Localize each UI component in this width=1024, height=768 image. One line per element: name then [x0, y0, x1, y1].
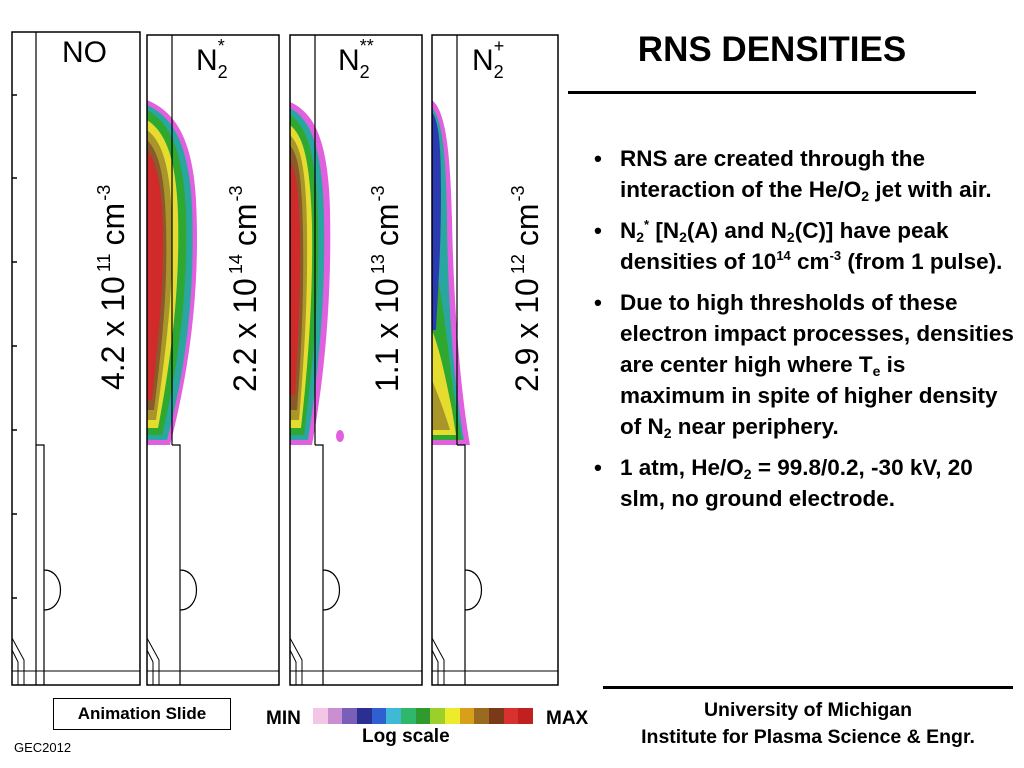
bullet-text-segment: 2: [861, 188, 870, 204]
electrode-outline: [36, 444, 62, 685]
colorbar-swatch: [313, 708, 328, 724]
species-label-n2-plus: N2+: [472, 36, 504, 82]
bullet-text-segment: = 99.8/0.2, -30 kV, 20 slm, no ground el…: [620, 455, 973, 511]
density-panels-svg: NO 4.2 x 1011cm-3 N2* 2.2 x 1: [11, 31, 559, 686]
density-label-n2-double-star: 1.1 x 1013cm-3: [368, 185, 405, 392]
colorbar-swatch: [357, 708, 372, 724]
colorbar-swatch: [415, 708, 431, 724]
colorbar-swatch: [518, 708, 534, 724]
bullet-text-segment: (C)] have peak densities of 10: [620, 218, 949, 274]
bullet-text-segment: 2: [743, 466, 752, 482]
density-panels: NO 4.2 x 1011cm-3 N2* 2.2 x 1: [11, 31, 559, 686]
bullet-text-segment: Due to high thresholds of these electron…: [620, 290, 1014, 377]
colorbar-swatch: [503, 708, 519, 724]
bullet-text-segment: (from 1 pulse).: [841, 249, 1003, 274]
bullet-text-segment: 2: [636, 229, 645, 245]
panel-n2-double-star: N2** 1.1 x 1013cm-3: [289, 34, 423, 686]
density-label-no: 4.2 x 1011cm-3: [94, 185, 131, 390]
colorbar: [313, 708, 534, 724]
plume-n2-star: [147, 100, 197, 445]
bullet-text-segment: jet with air.: [869, 177, 992, 202]
bullet-item: RNS are created through the interaction …: [594, 143, 1014, 205]
colorbar-swatch: [474, 708, 490, 724]
colorbar-swatch: [327, 708, 343, 724]
species-label-n2-star: N2*: [196, 36, 228, 82]
colorbar-swatch: [371, 708, 387, 724]
bullet-text-segment: [N: [649, 218, 680, 243]
bullet-text-segment: (A) and N: [686, 218, 787, 243]
bullet-item: Due to high thresholds of these electron…: [594, 287, 1014, 442]
bullet-text-segment: 2: [679, 229, 687, 245]
bullet-list: RNS are created through the interaction …: [594, 143, 1014, 524]
panel-frame: [11, 31, 141, 686]
bullet-text-segment: near periphery.: [671, 414, 839, 439]
institute-name: Institute for Plasma Science & Engr.: [641, 726, 975, 748]
institution-block: University of Michigan Institute for Pla…: [603, 697, 1013, 751]
bullet-text-segment: 1 atm, He/O: [620, 455, 744, 480]
species-label-no: NO: [62, 36, 107, 69]
bullet-text-segment: 14: [776, 248, 791, 263]
colorbar-swatch: [386, 708, 402, 724]
university-name: University of Michigan: [703, 699, 913, 721]
axis-ticks: [12, 94, 17, 599]
colorbar-swatch: [459, 708, 475, 724]
bullet-text-segment: -3: [829, 248, 842, 263]
colorbar-swatch: [445, 708, 460, 724]
colorbar-scale-label: Log scale: [362, 726, 450, 747]
panel-n2-plus: N2+ 2.9 x 1012cm-3: [431, 34, 559, 686]
colorbar-min-label: MIN: [266, 708, 301, 729]
bullet-text-segment: e: [872, 363, 881, 379]
footer-divider: [603, 686, 1013, 689]
bullet-text-segment: is maximum in spite of higher density of…: [620, 352, 998, 439]
bullet-text-segment: cm: [790, 249, 830, 274]
colorbar-swatch: [342, 708, 358, 724]
slide-title: RNS DENSITIES: [637, 30, 907, 69]
tube-outline: [11, 637, 25, 685]
colorbar-max-label: MAX: [546, 708, 589, 729]
density-label-n2-plus: 2.9 x 1012cm-3: [508, 185, 545, 392]
bullet-text-segment: N: [620, 218, 637, 243]
panel-n2-star: N2* 2.2 x 1014cm-3: [146, 34, 280, 686]
density-label-n2-star: 2.2 x 1014cm-3: [226, 185, 263, 392]
conference-tag: GEC2012: [14, 740, 72, 755]
title-divider: [568, 91, 976, 94]
panel-no: NO 4.2 x 1011cm-3: [11, 31, 141, 686]
species-label-n2-double-star: N2**: [338, 36, 374, 82]
plume-n2-plus: [432, 100, 470, 445]
colorbar-swatch: [489, 708, 504, 724]
bullet-item: 1 atm, He/O2 = 99.8/0.2, -30 kV, 20 slm,…: [594, 452, 1014, 514]
colorbar-swatch: [401, 708, 416, 724]
bullet-text-segment: *: [644, 217, 650, 232]
bullet-item: N2* [N2(A) and N2(C)] have peak densitie…: [594, 215, 1014, 277]
plume-n2-double-star: [290, 102, 344, 445]
animation-slide-button[interactable]: Animation Slide: [53, 698, 231, 730]
bullet-text-segment: 2: [663, 425, 672, 441]
bullet-text-segment: 2: [786, 229, 795, 245]
colorbar-swatch: [430, 708, 446, 724]
bullet-text-segment: RNS are created through the interaction …: [620, 146, 926, 202]
